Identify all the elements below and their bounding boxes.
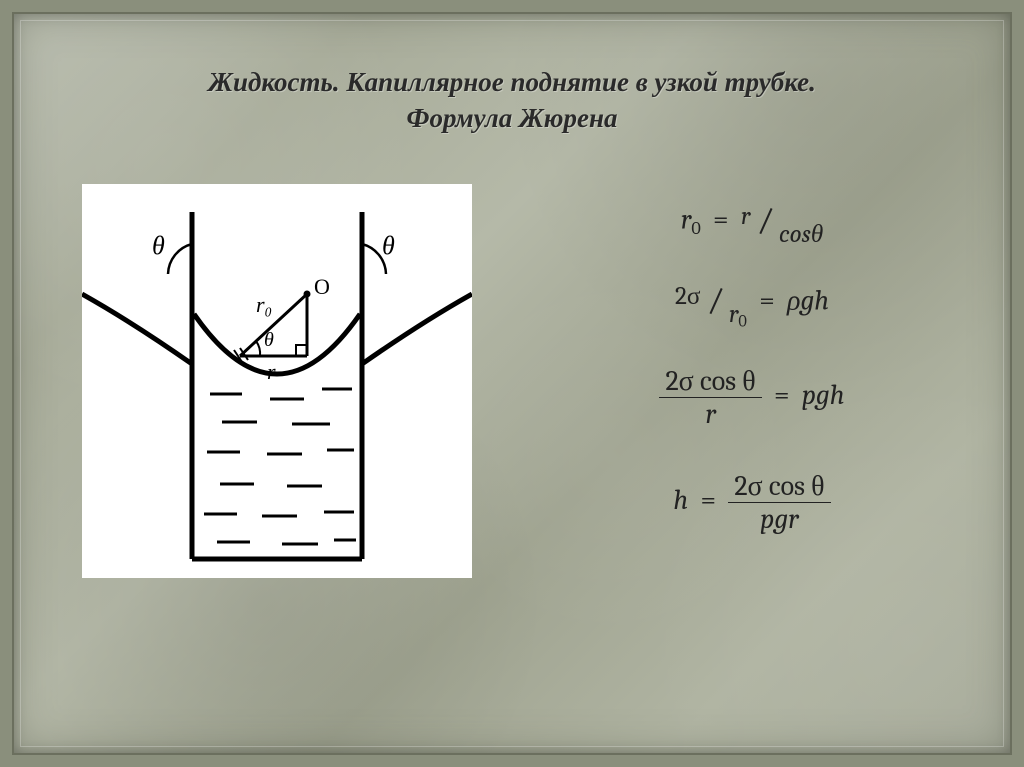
right-angle-mark [296,345,307,356]
r-label: r [267,359,276,384]
equation-4: h = 2σ cos θ pgr [554,472,950,533]
eq3-num: 2σ cos θ [659,367,761,397]
liquid-hatching [204,389,356,544]
eq2-rhs: ρgh [787,285,829,317]
eq3-frac: 2σ cos θ r [659,367,761,428]
eq4-lhs: h [673,484,688,516]
diagram-svg: θ θ r₀ O θ r [82,184,472,578]
eq1-den: cosθ [779,222,823,247]
outer-surface-left [82,294,192,364]
eq3-den: r [659,397,761,428]
eq2-den: r0 [729,302,747,331]
theta-label-right: θ [382,231,395,260]
eq1-num: r [741,204,750,229]
equation-2: 2σ ⁄ r0 = ρgh [554,284,950,322]
eq3-rhs: pgh [802,379,845,411]
theta-label-left: θ [152,231,165,260]
eq2-num: 2σ [675,285,700,310]
title-line-2: Формула Жюрена [407,103,618,133]
eq4-num: 2σ cos θ [728,472,830,502]
formula-block: r0 = r ⁄ cosθ 2σ ⁄ r0 = ρgh 2σ cos θ r [554,204,950,577]
equation-1: r0 = r ⁄ cosθ [554,204,950,240]
theta-label-inner: θ [264,329,274,351]
theta-arc-left [168,244,192,274]
theta-arc-inner [256,341,260,356]
title-line-1: Жидкость. Капиллярное поднятие в узкой т… [208,67,816,97]
eq4-den: pgr [728,502,830,533]
slide-frame: Жидкость. Капиллярное поднятие в узкой т… [12,12,1012,755]
equation-3: 2σ cos θ r = pgh [554,367,950,428]
eq1-lhs-sub: 0 [691,218,700,239]
eq2-slashfrac: 2σ ⁄ r0 [675,284,747,322]
eq1-slashfrac: r ⁄ cosθ [741,204,823,240]
outer-surface-right [362,294,472,364]
r0-label: r₀ [256,292,272,317]
slide-title: Жидкость. Капиллярное поднятие в узкой т… [14,64,1010,137]
eq4-frac: 2σ cos θ pgr [728,472,830,533]
capillary-diagram: θ θ r₀ O θ r [82,184,472,578]
eq1-lhs-var: r [681,204,692,236]
O-label: O [314,274,330,299]
